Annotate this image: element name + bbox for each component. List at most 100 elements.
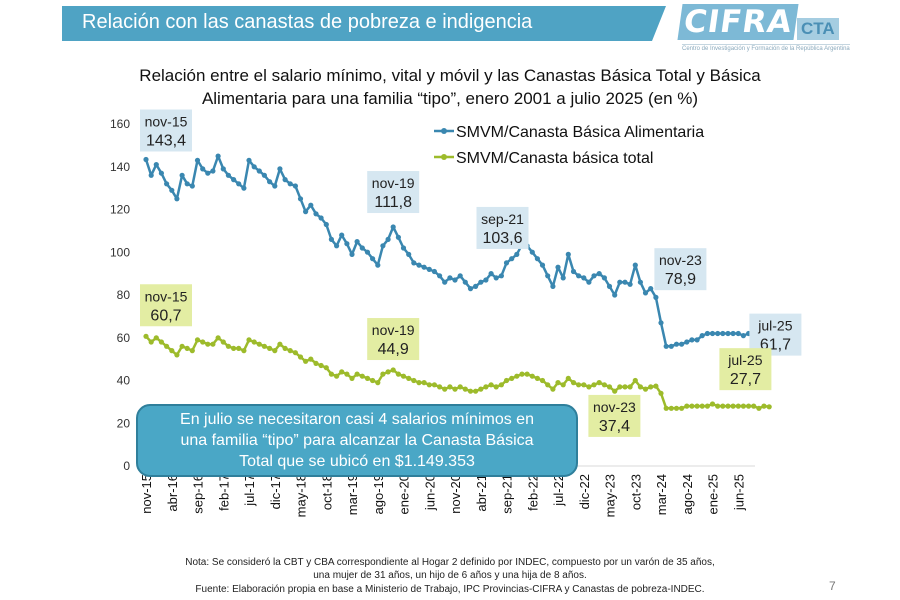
data-point [184,181,190,187]
chart-title-line2: Alimentaria para una familia “tipo”, ene… [201,89,699,108]
data-point [339,369,345,375]
data-point [297,354,304,360]
data-point [612,292,618,298]
data-point [246,157,252,163]
data-label-value: 111,8 [374,194,412,211]
data-point [431,268,437,275]
data-point [334,243,340,249]
data-point [256,168,262,174]
x-tick-label: abr-21 [474,474,489,512]
data-point [416,262,422,268]
data-point [457,273,463,279]
data-point [241,348,247,354]
data-point [524,371,530,377]
data-point [730,403,736,409]
data-point [349,375,355,381]
data-point [153,162,159,168]
data-point [756,405,762,411]
callout-line: En julio se necesitaron casi 4 salarios … [180,411,534,428]
y-tick-label: 80 [117,288,131,302]
x-tick-label: dic-22 [577,474,592,509]
data-point [323,221,329,228]
data-label-box [654,248,707,291]
data-point [158,170,164,176]
data-point [483,384,489,390]
data-label-date: nov-23 [593,399,636,415]
data-point [550,386,556,392]
x-tick-label: nov-15 [139,474,154,514]
y-tick-label: 100 [110,245,130,259]
legend-label: SMVM/Canasta básica total [456,150,653,167]
data-point [704,330,711,337]
data-point [179,343,185,349]
data-point [560,382,566,388]
data-label-box [476,206,529,249]
data-point [406,375,412,381]
data-point [318,362,324,369]
note-line: una mujer de 31 años, un hijo de 6 años … [313,570,587,581]
data-label-box [719,348,772,391]
data-point [287,181,293,187]
data-point [539,262,546,268]
data-label: nov-15 60,7 [140,284,192,327]
data-point [730,330,736,337]
x-tick-label: may-18 [294,474,309,517]
data-point [416,380,422,386]
note-line: Nota: Se consideró la CBT y CBA correspo… [185,557,715,568]
data-point [246,337,252,343]
data-point [282,345,288,351]
data-point [648,286,654,292]
annotations-group: nov-15 143,4 nov-19 111,8 sep-21 103,6 nov-23 7… [140,109,802,437]
data-point [699,403,705,409]
data-point [509,256,515,262]
data-point [359,245,365,251]
data-label-box [367,171,420,214]
y-tick-label: 40 [117,374,131,388]
y-tick-label: 160 [110,117,130,131]
data-label-value: 44,9 [378,341,409,358]
slide-banner-tail [652,6,666,41]
data-label-value: 103,6 [482,230,522,247]
data-point [684,339,690,345]
data-point [174,196,180,202]
data-point [586,384,592,390]
data-point [447,275,453,281]
data-point [395,234,401,240]
data-point [225,343,231,349]
data-point [658,320,664,326]
data-point [617,384,623,390]
data-point [529,249,535,255]
data-point [334,373,340,379]
data-point [503,377,510,384]
page-number: 7 [829,579,836,593]
x-tick-label: feb-22 [525,474,540,511]
data-point [498,273,504,279]
data-point [550,283,556,289]
data-point [313,360,319,366]
x-axis: nov-15 abr-16 sep-16 feb-17 jul-17 dic-17 may-… [139,474,746,517]
data-label: jul-25 27,7 [719,348,772,391]
data-point [462,279,468,285]
data-point [194,157,201,163]
data-point [642,386,649,392]
x-tick-label: may-23 [603,474,618,517]
data-point [308,356,314,362]
data-point [158,339,164,345]
data-point [581,275,587,281]
data-point [498,382,504,388]
data-point [751,403,757,409]
data-point [205,170,211,176]
data-point [679,341,685,347]
data-point [375,380,381,386]
data-point [411,377,417,384]
data-point [514,373,520,379]
data-point [570,268,577,275]
data-point [457,384,463,390]
data-point [462,386,468,392]
data-point [473,388,479,394]
data-point [709,330,716,337]
data-point [411,260,417,266]
x-tick-label: dic-17 [268,474,283,509]
data-point [194,337,201,343]
data-point [478,386,484,392]
